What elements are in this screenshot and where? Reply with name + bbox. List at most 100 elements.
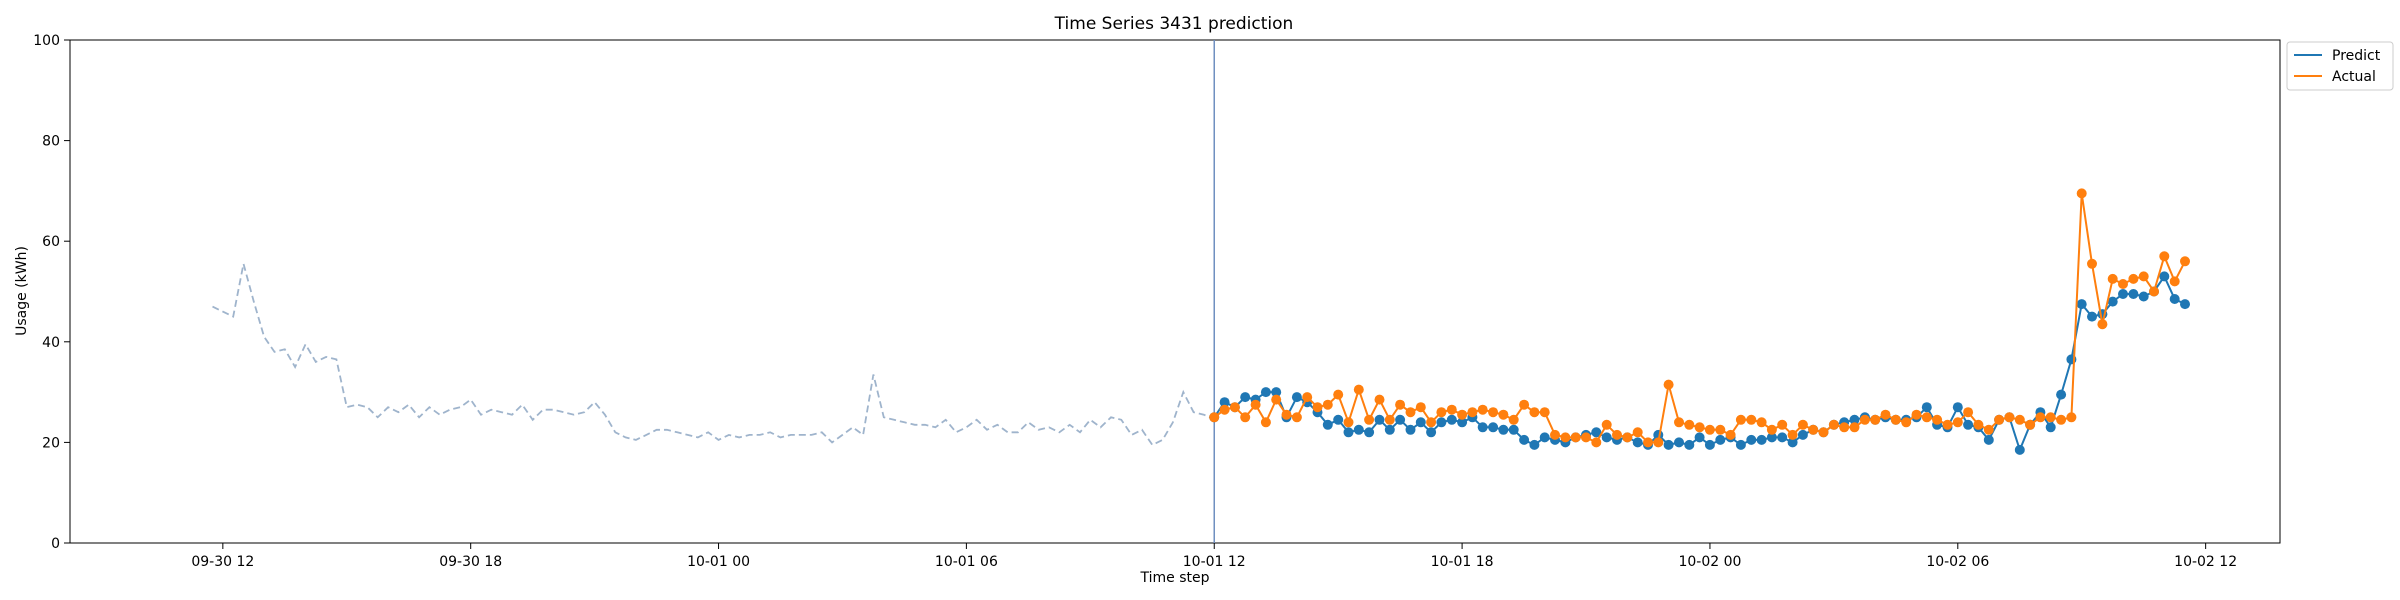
data-point <box>2056 389 2067 400</box>
legend-actual-label: Actual <box>2332 69 2376 85</box>
data-point <box>2107 296 2118 307</box>
data-point <box>1787 429 1798 440</box>
data-point <box>1921 412 1932 423</box>
data-point <box>1240 392 1251 403</box>
data-point <box>1942 419 1953 430</box>
x-axis: 09-30 12 09-30 18 10-01 00 10-01 06 10-01 12… <box>191 543 2237 570</box>
data-point <box>1808 424 1819 435</box>
data-point <box>2169 294 2180 304</box>
data-point <box>1581 432 1591 443</box>
data-point <box>1787 437 1798 448</box>
data-point <box>1415 417 1426 428</box>
data-point <box>1260 387 1271 398</box>
data-point <box>1560 432 1571 443</box>
data-point <box>2045 422 2056 433</box>
data-point <box>1333 389 1344 400</box>
data-point <box>1983 434 1994 445</box>
chart-title: Time Series 3431 prediction <box>1054 14 1294 34</box>
data-point <box>1870 414 1881 425</box>
data-point <box>1756 434 1767 445</box>
data-point <box>1797 419 1808 430</box>
data-point <box>1446 404 1457 415</box>
x-tick-label: 10-01 00 <box>687 554 750 570</box>
data-point <box>1539 432 1550 443</box>
data-point <box>1219 404 1230 415</box>
data-point <box>1766 432 1777 443</box>
data-point <box>1343 417 1354 428</box>
data-point <box>1839 422 1850 433</box>
data-point <box>1952 417 1963 428</box>
data-point <box>1591 437 1602 448</box>
data-point <box>1952 402 1963 413</box>
series-layer <box>212 188 2190 455</box>
data-point <box>2076 299 2087 310</box>
data-point <box>1488 422 1499 433</box>
data-point <box>1374 414 1385 425</box>
data-point <box>1777 432 1788 443</box>
data-point <box>1704 424 1715 435</box>
data-point <box>1921 402 1932 413</box>
data-point <box>1219 397 1230 408</box>
data-point <box>1601 419 1612 430</box>
x-tick-label: 10-02 12 <box>2174 554 2237 570</box>
data-point <box>1880 409 1891 420</box>
y-tick-label: 0 <box>51 536 60 552</box>
data-point <box>1260 417 1271 428</box>
data-point <box>2004 412 2015 423</box>
data-point <box>1529 439 1540 450</box>
data-point <box>2118 289 2128 299</box>
data-point <box>1457 417 1468 428</box>
data-point <box>1766 424 1777 435</box>
series-history <box>212 263 1215 447</box>
data-point <box>1519 434 1530 445</box>
data-point <box>1653 437 1664 448</box>
data-point <box>1312 402 1323 413</box>
data-point <box>1704 439 1715 450</box>
x-tick-label: 10-01 18 <box>1431 554 1494 570</box>
data-point <box>1395 414 1406 425</box>
data-point <box>2025 419 2036 430</box>
data-point <box>1735 439 1746 450</box>
legend-predict-label: Predict <box>2332 48 2381 64</box>
data-point <box>2045 412 2056 423</box>
data-point <box>1436 407 1447 418</box>
data-point <box>1591 427 1602 438</box>
data-point <box>1622 432 1633 443</box>
y-tick-label: 60 <box>42 234 60 250</box>
data-point <box>1426 427 1437 438</box>
y-axis: 0 20 40 60 80 100 <box>33 33 70 552</box>
data-point <box>1415 402 1426 413</box>
data-point <box>1508 414 1519 425</box>
data-point <box>1364 427 1375 438</box>
legend: Predict Actual <box>2286 41 2394 91</box>
x-axis-label: Time step <box>1140 570 1210 586</box>
data-point <box>1343 427 1354 438</box>
data-point <box>2107 273 2118 284</box>
data-point <box>1932 414 1943 425</box>
data-point <box>1674 417 1684 428</box>
data-point <box>1715 434 1726 445</box>
data-point <box>1426 417 1437 428</box>
data-point <box>2087 311 2097 322</box>
data-point <box>1519 399 1530 410</box>
data-point <box>1353 384 1364 395</box>
data-point <box>1570 432 1581 443</box>
data-point <box>1333 414 1344 425</box>
data-point <box>2138 291 2149 302</box>
data-point <box>2014 444 2025 455</box>
y-tick-label: 100 <box>33 33 60 49</box>
data-point <box>1271 387 1282 398</box>
data-point <box>1643 437 1653 448</box>
data-point <box>1240 412 1251 423</box>
data-point <box>1663 439 1674 450</box>
x-tick-label: 10-01 12 <box>1183 554 1246 570</box>
data-point <box>2169 276 2180 287</box>
data-point <box>1694 422 1705 433</box>
data-point <box>1828 419 1839 430</box>
data-point <box>1612 429 1622 440</box>
data-point <box>1756 417 1767 428</box>
y-tick-label: 20 <box>42 435 60 451</box>
data-point <box>1694 432 1705 443</box>
data-point <box>2076 188 2087 199</box>
data-point <box>1498 409 1509 420</box>
